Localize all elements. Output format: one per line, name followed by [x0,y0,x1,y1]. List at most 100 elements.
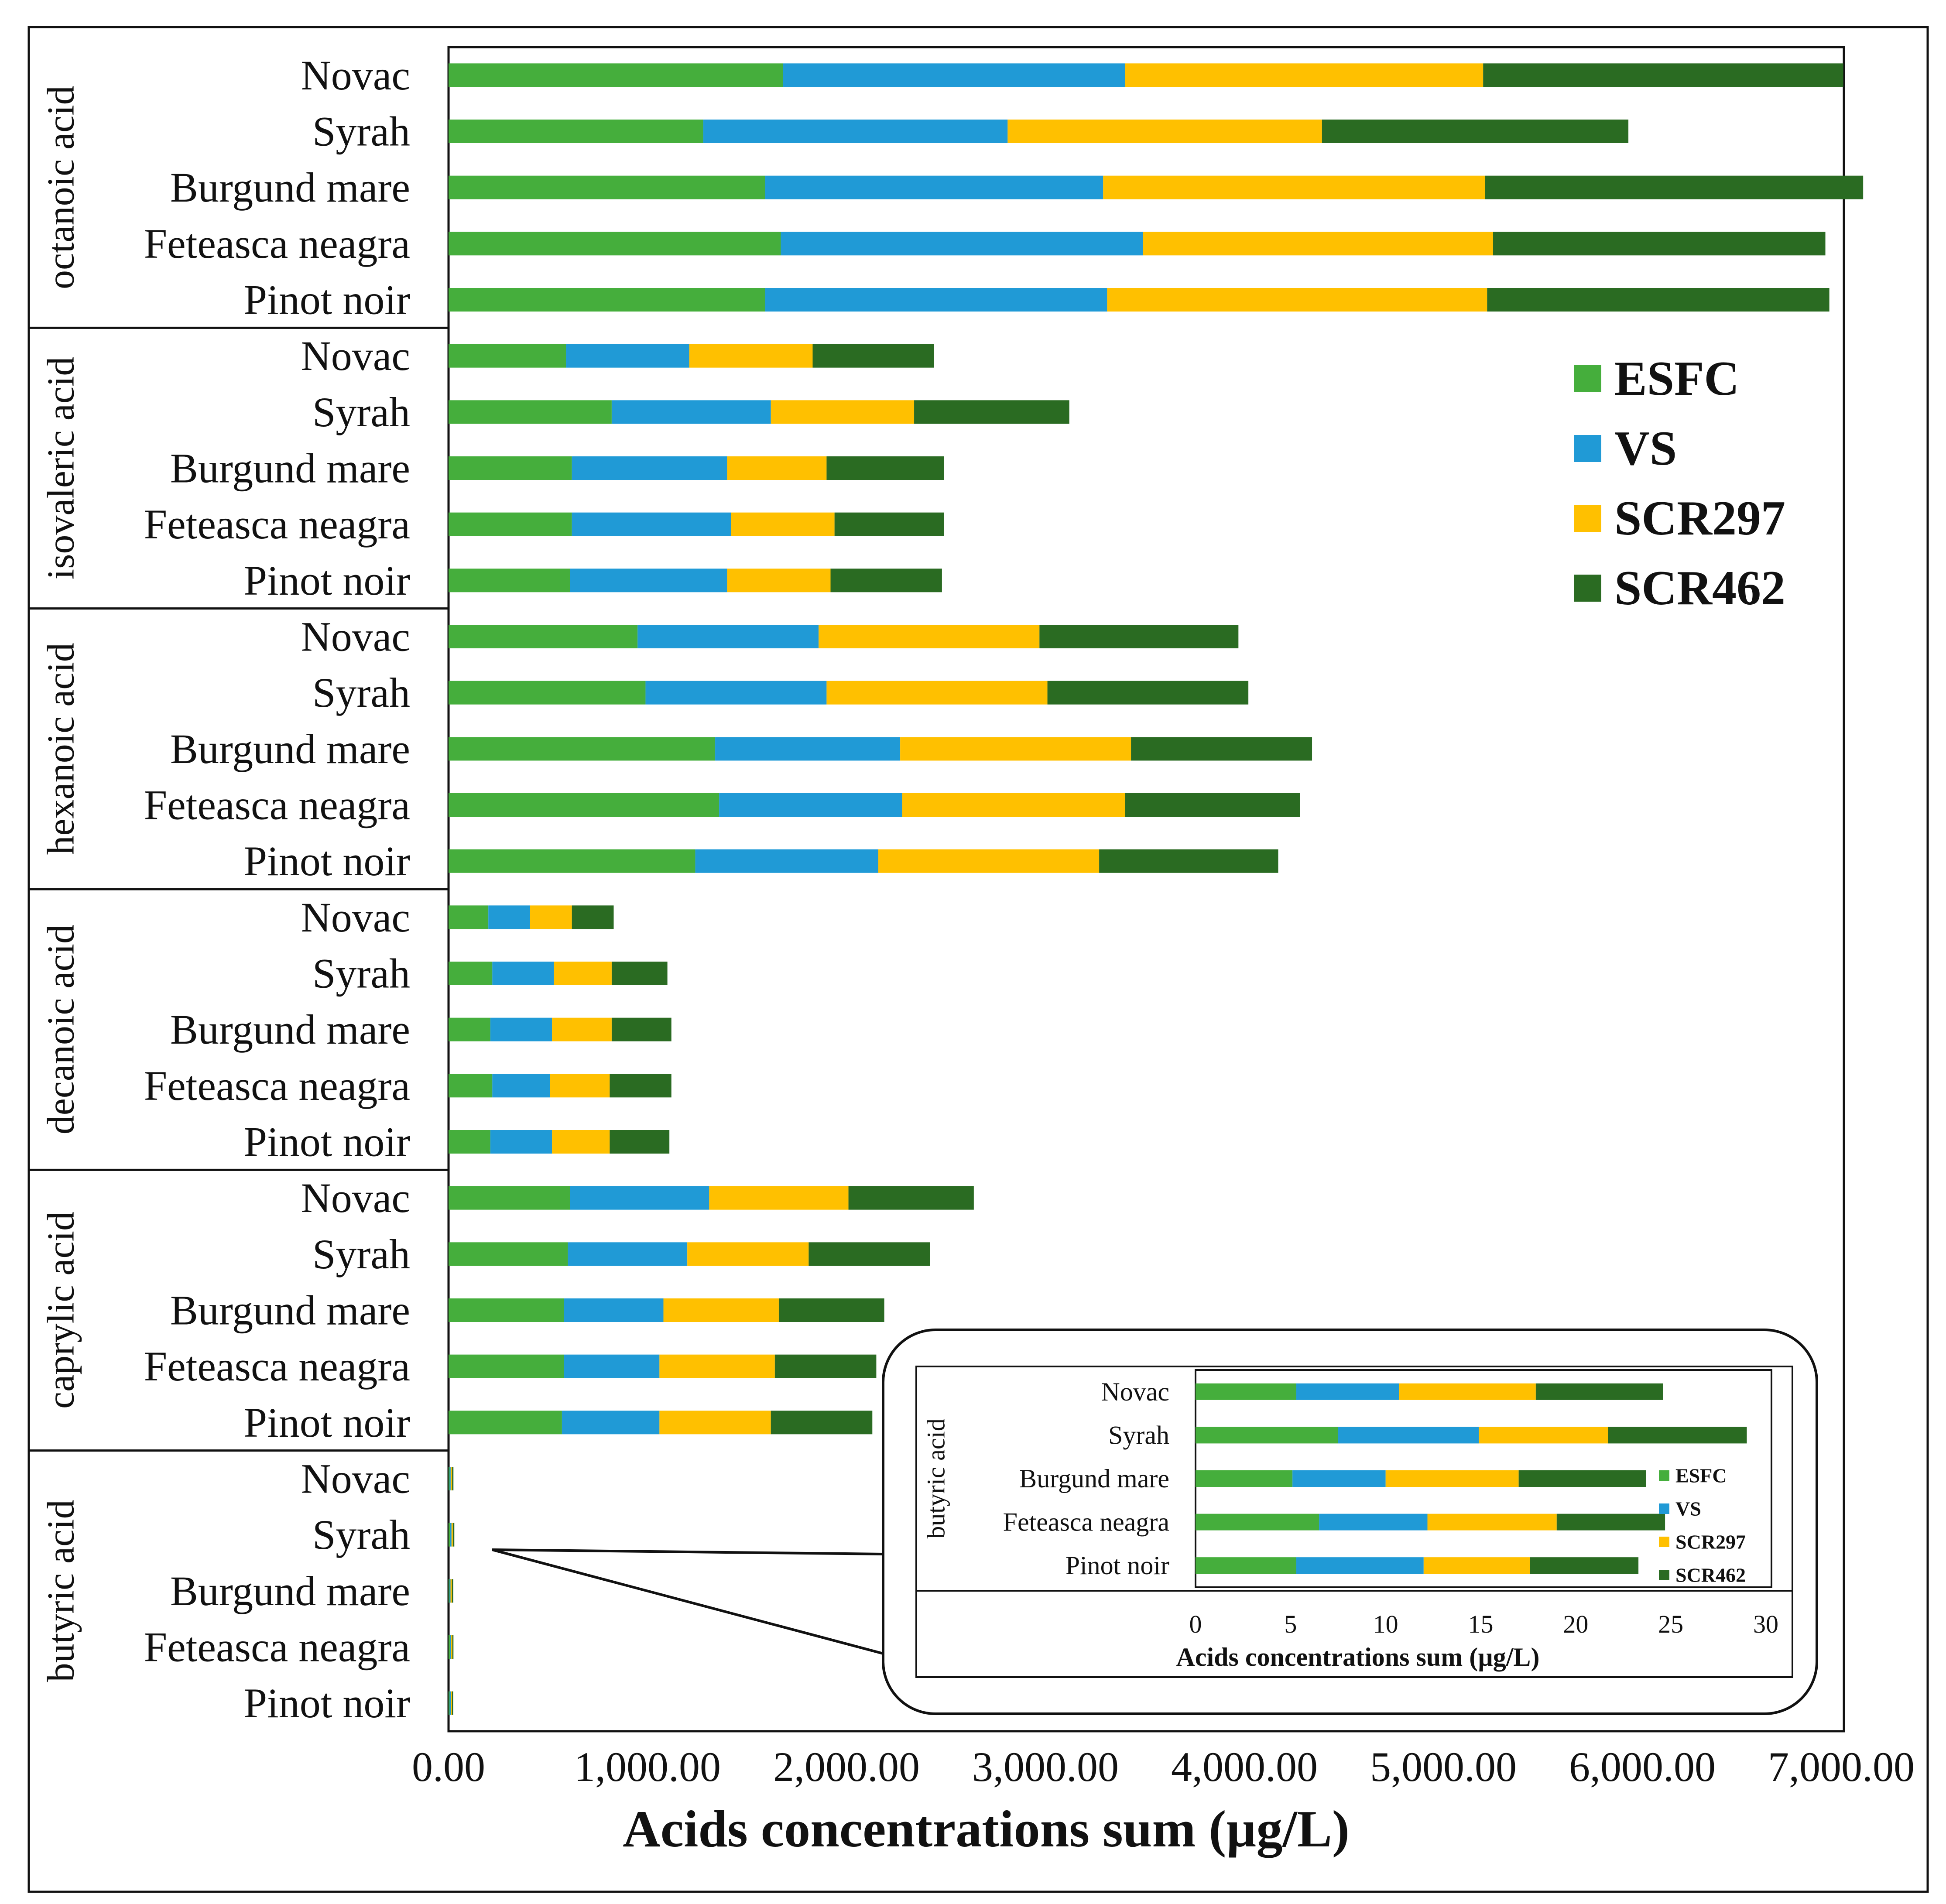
bar-segment-scr297 [900,737,1131,761]
bar-segment-scr297 [819,625,1040,648]
bar-segment-vs [765,288,1107,312]
main-plot: octanoic acid Novac Syrah Burgund mare Fetea… [29,46,1915,1858]
bar-segment-vs [564,1354,660,1378]
bar-segment-esfc [449,1523,450,1547]
bar-segment-scr462 [1125,793,1300,817]
bar-segment-esfc [449,1130,490,1154]
bar-segment-scr297 [663,1298,779,1322]
bar-segment-scr297 [552,1017,612,1041]
x-tick-label: 5,000.00 [1370,1743,1517,1790]
bar-segment-scr297 [731,512,835,536]
callout-pointer [492,1548,884,1555]
bar-segment-vs [566,344,689,368]
bar-segment-vs [570,568,727,592]
bar-segment-scr462 [1047,681,1249,705]
category-label: Pinot noir [244,1399,410,1446]
inset-legend-label: VS [1675,1498,1701,1520]
bar-segment-scr297 [1143,232,1493,256]
bar-segment-scr297 [451,1691,452,1715]
x-tick-label: 3,000.00 [972,1743,1119,1790]
category-label: Burgund mare [170,1006,410,1053]
inset-legend-swatch-vs [1659,1503,1669,1514]
bar-segment-esfc [449,1354,564,1378]
inset-bar-segment-esfc [1196,1383,1296,1400]
category-label: Novac [301,1175,410,1221]
category-label: Burgund mare [170,726,410,772]
inset-legend-swatch-scr297 [1659,1537,1669,1547]
category-label: Feteasca neagra [144,1343,410,1390]
inset-legend-swatch-esfc [1659,1470,1669,1481]
bar-segment-vs [488,905,530,929]
bar-segment-scr462 [830,568,942,592]
bar-segment-scr462 [1099,849,1278,873]
category-label: Syrah [312,950,410,997]
bar-segment-vs [562,1411,660,1435]
category-label: Pinot noir [244,838,410,884]
inset-x-tick-label: 20 [1563,1610,1588,1638]
bar-segment-scr462 [1487,288,1830,312]
bar-segment-scr462 [812,344,934,368]
bar-segment-esfc [449,793,719,817]
bar-segment-scr462 [1483,63,1843,87]
bar-segment-scr462 [834,512,944,536]
inset-bar-segment-scr297 [1479,1427,1608,1444]
category-label: Syrah [312,1511,410,1558]
inset-x-axis-title: Acids concentrations sum (µg/L) [1176,1643,1540,1671]
bar-segment-esfc [449,849,695,873]
bar-segment-scr297 [659,1354,775,1378]
inset-x-tick-label: 10 [1373,1610,1398,1638]
inset-chart: butyric acid Novac Syrah Burgund mare Feteas… [492,1329,1818,1715]
bar-segment-scr462 [452,1467,454,1490]
bar-segment-scr297 [1007,120,1322,143]
bar-segment-esfc [449,63,783,87]
inset-bar-segment-scr297 [1423,1557,1530,1574]
bar-segment-scr297 [1103,175,1485,199]
inset-bar-segment-scr462 [1530,1557,1639,1574]
x-tick-label: 4,000.00 [1171,1743,1318,1790]
legend-label: VS [1614,421,1677,476]
bar-segment-scr297 [554,962,612,985]
bar-segment-esfc [449,120,703,143]
legend: ESFC VS SCR297 SCR462 [1574,352,1785,615]
legend-label: SCR297 [1614,491,1785,545]
category-label: Burgund mare [170,164,410,211]
inset-category-label: Syrah [1108,1421,1169,1449]
category-label: Burgund mare [170,1287,410,1334]
bar-segment-vs [572,456,727,480]
group-label: caprylic acid [40,1212,82,1409]
bar-segment-scr297 [450,1579,452,1603]
bar-segment-scr462 [452,1691,453,1715]
x-tick-label: 1,000.00 [574,1743,721,1790]
bar-segment-vs [449,1635,451,1659]
bar-segment-scr462 [1485,175,1864,199]
inset-bar-segment-scr297 [1385,1470,1519,1487]
category-label: Pinot noir [244,1680,410,1726]
category-label: Syrah [312,389,410,435]
bar-segment-vs [449,1691,451,1715]
inset-bar-segment-esfc [1196,1470,1293,1487]
bar-segment-scr462 [452,1579,453,1603]
bar-segment-scr297 [709,1186,849,1210]
category-label: Burgund mare [170,445,410,492]
category-label: Novac [301,1455,410,1502]
bar-segment-scr297 [771,400,915,424]
inset-bar-segment-scr297 [1399,1383,1536,1400]
bar-segment-scr297 [687,1242,809,1266]
category-label: Feteasca neagra [144,1624,410,1671]
bar-segment-scr462 [778,1298,884,1322]
category-label: Novac [301,894,410,941]
bar-segment-scr462 [774,1354,877,1378]
bar-segment-scr297 [451,1523,453,1547]
legend-swatch-scr462 [1574,575,1601,602]
bar-segment-scr462 [452,1635,454,1659]
bar-segment-scr462 [611,1017,672,1041]
bar-segment-esfc [449,1242,568,1266]
inset-bar-segment-vs [1319,1514,1428,1531]
bar-segment-vs [568,1242,688,1266]
bar-segment-vs [449,1579,451,1603]
bar-segment-vs [490,1130,552,1154]
bar-segment-vs [783,63,1125,87]
inset-legend-label: ESFC [1675,1465,1727,1487]
bar-segment-vs [611,400,771,424]
bar-segment-esfc [449,344,566,368]
